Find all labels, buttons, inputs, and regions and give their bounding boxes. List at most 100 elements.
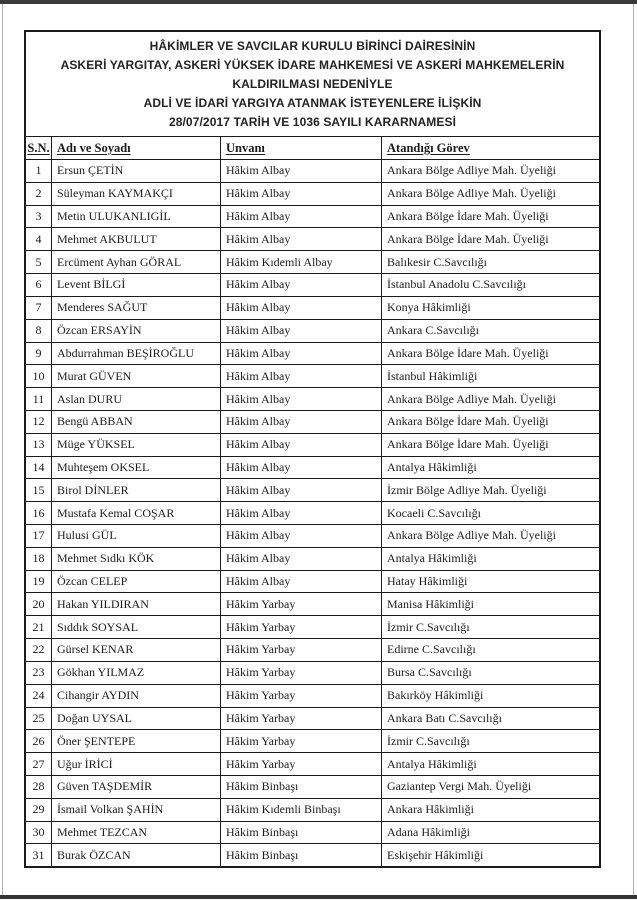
decree-table: HÂKİMLER VE SAVCILAR KURULU BİRİNCİ DAİR… — [24, 30, 601, 868]
cell-sn: 15 — [26, 479, 52, 502]
cell-assignment: İzmir C.Savcılığı — [387, 733, 470, 748]
cell-assignment: Ankara Bölge Adliye Mah. Üyeliği — [387, 163, 556, 178]
cell-sn: 18 — [26, 547, 52, 570]
cell-name: Gürsel KENAR — [52, 639, 221, 661]
cell-title: Hâkim Albay — [221, 456, 382, 479]
top-edge-bar — [0, 0, 637, 4]
table-row: 31 Burak ÖZCAN Hâkim Binbaşı Eskişehir H… — [26, 844, 599, 867]
cell-assignment: Bursa C.Savcılığı — [387, 665, 472, 680]
cell-name: Cihangir AYDIN — [52, 684, 221, 707]
table-row: 30 Mehmet TEZCAN Hâkim Binbaşı Adana Hâk… — [26, 821, 599, 845]
cell-sn: 31 — [26, 844, 52, 867]
cell-sn: 29 — [26, 798, 52, 821]
cell-title: Hâkim Albay — [221, 274, 382, 296]
cell-assignment: İstanbul Anadolu C.Savcılığı — [387, 277, 526, 292]
cell-title: Hâkim Albay — [221, 342, 382, 365]
cell-name: Murat GÜVEN — [52, 365, 221, 388]
cell-name: Burak ÖZCAN — [52, 844, 221, 867]
cell-assignment: Ankara Bölge İdare Mah. Üyeliği — [387, 414, 549, 429]
cell-name: Doğan UYSAL — [52, 707, 221, 730]
cell-name: İsmail Volkan ŞAHİN — [52, 798, 221, 821]
cell-title: Hâkim Albay — [221, 525, 382, 547]
column-header-sn: S.N. — [26, 137, 52, 159]
cell-title: Hâkim Albay — [221, 228, 382, 251]
cell-title: Hâkim Albay — [221, 160, 382, 182]
table-row: 5 Ercüment Ayhan GÖRAL Hâkim Kıdemli Alb… — [26, 251, 599, 275]
cell-name: Güven TAŞDEMİR — [52, 775, 221, 798]
cell-name: Mustafa Kemal COŞAR — [52, 502, 221, 524]
cell-name: Bengü ABBAN — [52, 410, 221, 433]
column-header-assignment: Atandığı Görev — [387, 140, 470, 155]
cell-assignment: Ankara Bölge Adliye Mah. Üyeliği — [387, 391, 556, 406]
decree-title: HÂKİMLER VE SAVCILAR KURULU BİRİNCİ DAİR… — [26, 32, 599, 137]
cell-sn: 30 — [26, 821, 52, 844]
table-row: 7 Menderes SAĞUT Hâkim Albay Konya Hâkim… — [26, 296, 599, 320]
cell-title: Hâkim Albay — [221, 570, 382, 593]
cell-name: Metin ULUKANLIGİL — [52, 205, 221, 228]
cell-name: Hakan YILDIRAN — [52, 593, 221, 616]
table-row: 27 Uğur İRİCİ Hâkim Yarbay Antalya Hâkim… — [26, 753, 599, 776]
cell-assignment: Ankara Bölge Adliye Mah. Üyeliği — [387, 186, 556, 201]
title-line-2: ASKERİ YARGITAY, ASKERİ YÜKSEK İDARE MAH… — [60, 57, 565, 72]
cell-assignment: Ankara Bölge İdare Mah. Üyeliği — [387, 345, 549, 360]
cell-title: Hâkim Albay — [221, 410, 382, 433]
table-row: 8 Özcan ERSAYİN Hâkim Albay Ankara C.Sav… — [26, 319, 599, 343]
table-row: 3 Metin ULUKANLIGİL Hâkim Albay Ankara B… — [26, 205, 599, 229]
title-line-5: 28/07/2017 TARİH VE 1036 SAYILI KARARNAM… — [168, 114, 457, 129]
cell-assignment: Ankara Bölge İdare Mah. Üyeliği — [387, 209, 549, 224]
cell-name: Uğur İRİCİ — [52, 753, 221, 775]
cell-title: Hâkim Yarbay — [221, 616, 382, 639]
table-row: 18 Mehmet Sıdkı KÖK Hâkim Albay Antalya … — [26, 547, 599, 571]
cell-sn: 1 — [26, 160, 52, 182]
cell-sn: 24 — [26, 684, 52, 707]
cell-assignment: Ankara Batı C.Savcılığı — [387, 710, 502, 725]
cell-title: Hâkim Kıdemli Albay — [221, 251, 382, 274]
cell-name: Mehmet AKBULUT — [52, 228, 221, 251]
table-row: 12 Bengü ABBAN Hâkim Albay Ankara Bölge … — [26, 410, 599, 434]
cell-name: Öner ŞENTEPE — [52, 730, 221, 753]
cell-assignment: Kocaeli C.Savcılığı — [387, 505, 481, 520]
cell-name: Mehmet TEZCAN — [52, 821, 221, 844]
cell-sn: 19 — [26, 570, 52, 593]
table-row: 17 Hulusi GÜL Hâkim Albay Ankara Bölge A… — [26, 525, 599, 548]
cell-title: Hâkim Kıdemli Binbaşı — [221, 798, 382, 821]
table-row: 10 Murat GÜVEN Hâkim Albay İstanbul Hâki… — [26, 365, 599, 389]
cell-name: Özcan ERSAYİN — [52, 319, 221, 342]
table-row: 13 Müge YÜKSEL Hâkim Albay Ankara Bölge … — [26, 433, 599, 457]
cell-assignment: İzmir C.Savcılığı — [387, 619, 470, 634]
cell-title: Hâkim Albay — [221, 547, 382, 570]
cell-name: Müge YÜKSEL — [52, 433, 221, 456]
cell-sn: 12 — [26, 410, 52, 433]
cell-sn: 26 — [26, 730, 52, 753]
cell-sn: 14 — [26, 456, 52, 479]
cell-title: Hâkim Binbaşı — [221, 821, 382, 844]
table-row: 19 Özcan CELEP Hâkim Albay Hatay Hâkimli… — [26, 570, 599, 594]
cell-title: Hâkim Yarbay — [221, 684, 382, 707]
table-row: 24 Cihangir AYDIN Hâkim Yarbay Bakırköy … — [26, 684, 599, 708]
cell-title: Hâkim Albay — [221, 365, 382, 388]
table-row: 16 Mustafa Kemal COŞAR Hâkim Albay Kocae… — [26, 502, 599, 525]
cell-assignment: İstanbul Hâkimliği — [387, 368, 478, 383]
table-row: 21 Sıddık SOYSAL Hâkim Yarbay İzmir C.Sa… — [26, 616, 599, 640]
cell-assignment: Gaziantep Vergi Mah. Üyeliği — [387, 779, 532, 794]
cell-sn: 27 — [26, 753, 52, 775]
cell-title: Hâkim Albay — [221, 296, 382, 319]
cell-assignment: Bakırköy Hâkimliği — [387, 688, 484, 703]
cell-title: Hâkim Yarbay — [221, 661, 382, 684]
cell-title: Hâkim Albay — [221, 479, 382, 502]
cell-assignment: Antalya Hâkimliği — [387, 551, 477, 566]
table-row: 6 Levent BİLGİ Hâkim Albay İstanbul Anad… — [26, 274, 599, 297]
cell-title: Hâkim Binbaşı — [221, 775, 382, 798]
cell-sn: 8 — [26, 319, 52, 342]
cell-title: Hâkim Albay — [221, 319, 382, 342]
cell-assignment: Ankara Hâkimliği — [387, 802, 474, 817]
table-row: 15 Birol DİNLER Hâkim Albay İzmir Bölge … — [26, 479, 599, 503]
table-row: 29 İsmail Volkan ŞAHİN Hâkim Kıdemli Bin… — [26, 798, 599, 822]
cell-title: Hâkim Albay — [221, 205, 382, 228]
cell-sn: 23 — [26, 661, 52, 684]
column-header-title: Unvanı — [221, 137, 382, 159]
cell-sn: 13 — [26, 433, 52, 456]
cell-name: Ersun ÇETİN — [52, 160, 221, 182]
cell-name: Abdurrahman BEŞİROĞLU — [52, 342, 221, 365]
